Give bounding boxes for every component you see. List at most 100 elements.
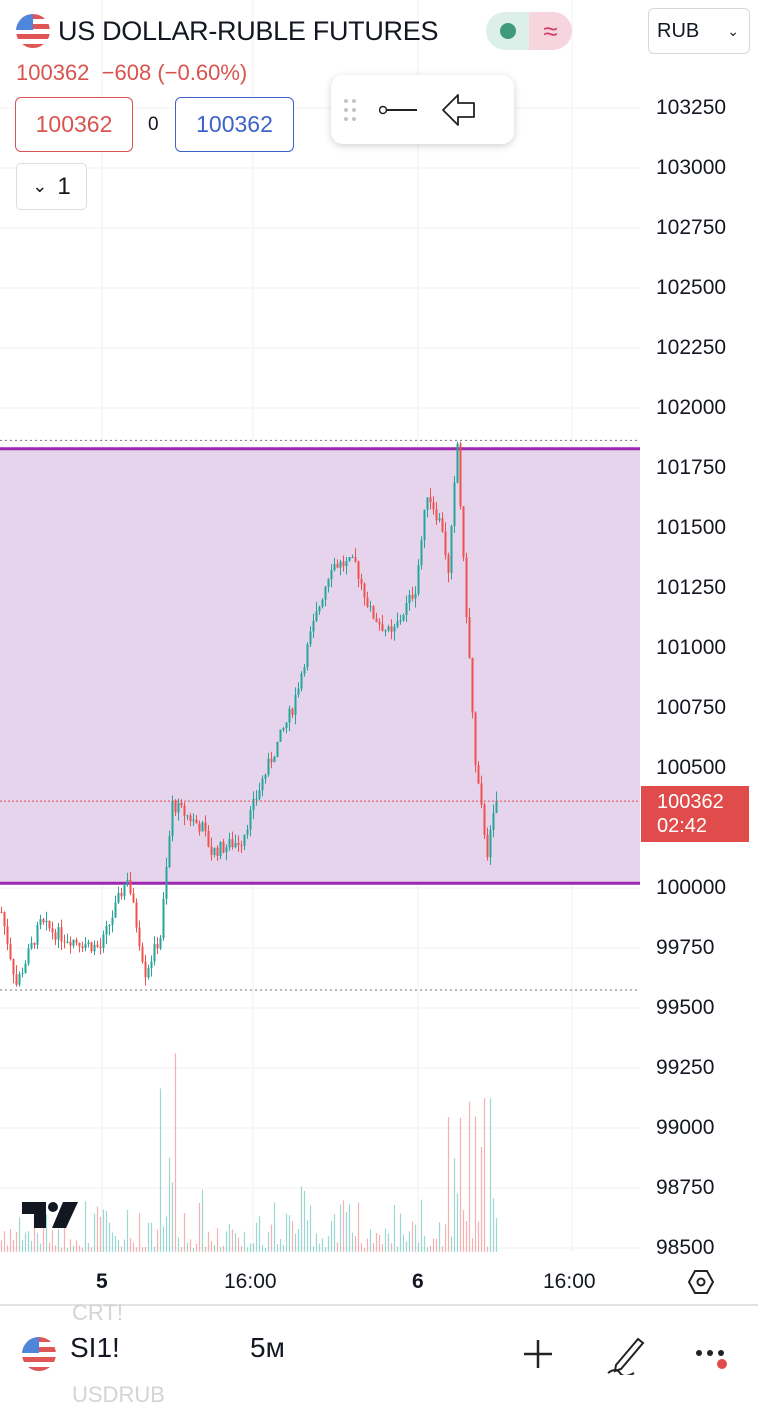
candle-body [135, 902, 138, 928]
more-icon[interactable] [694, 1345, 734, 1375]
symbol-header[interactable]: US DOLLAR-RUBLE FUTURES [16, 14, 438, 48]
candle-body [294, 694, 297, 715]
candle-body [444, 531, 447, 556]
candle-body [144, 961, 147, 978]
volume-bar [453, 1158, 456, 1252]
buy-button[interactable]: 100362 [175, 97, 294, 152]
volume-bar [234, 1233, 237, 1252]
sell-button[interactable]: 100362 [15, 97, 133, 152]
volume-bar [285, 1213, 288, 1252]
indicators-toggle[interactable]: ⌄ 1 [16, 163, 87, 210]
candle-body [174, 800, 177, 813]
price-axis-label: 100000 [656, 876, 727, 899]
volume-bar [339, 1204, 342, 1252]
drawing-toolbar[interactable] [331, 75, 514, 144]
volume-bar [18, 1217, 21, 1252]
price-chart[interactable] [0, 0, 758, 1260]
ghost-symbol: CRT! [72, 1300, 123, 1325]
price-axis-label: 101750 [656, 456, 727, 479]
symbol-button[interactable]: SI1! [70, 1332, 120, 1363]
candle-body [141, 946, 144, 962]
candle-body [258, 790, 261, 799]
volume-bar [435, 1238, 438, 1252]
price-axis-label: 99000 [656, 1116, 715, 1139]
volume-bar [72, 1245, 75, 1252]
volume-bar [174, 1053, 177, 1252]
candle-body [126, 879, 129, 884]
volume-bar [87, 1243, 90, 1252]
volume-bar [330, 1221, 333, 1252]
candle-body [138, 927, 141, 947]
price-axis-label: 98500 [656, 1236, 715, 1259]
candle-body [285, 722, 288, 729]
candle-body [87, 942, 90, 945]
candle-body [213, 847, 216, 855]
volume-bar [96, 1206, 99, 1252]
candle-body [150, 961, 153, 968]
candle-body [3, 912, 6, 927]
candle-body [384, 630, 387, 632]
candle-body [483, 804, 486, 835]
candle-body [486, 834, 489, 858]
volume-bar [222, 1245, 225, 1252]
market-open-icon [486, 12, 529, 50]
drag-handle-icon[interactable] [343, 97, 357, 123]
candle-body [57, 927, 60, 940]
volume-bar [132, 1242, 135, 1252]
volume-bar [444, 1224, 447, 1252]
us-flag-icon [22, 1337, 56, 1371]
candle-body [387, 626, 390, 631]
us-flag-icon [16, 14, 50, 48]
interval-button[interactable]: 5м [250, 1332, 285, 1363]
candle-body [246, 829, 249, 835]
volume-bar [21, 1239, 24, 1252]
volume-bar [66, 1247, 69, 1252]
volume-bar [180, 1247, 183, 1252]
volume-bar [483, 1098, 486, 1252]
plus-icon[interactable] [522, 1338, 554, 1370]
currency-select[interactable]: RUB ⌄ [648, 8, 750, 54]
time-label: 6 [412, 1270, 424, 1293]
candle-body [147, 967, 150, 978]
arrow-left-icon[interactable] [441, 92, 477, 128]
volume-bar [468, 1101, 471, 1252]
candle-body [93, 944, 96, 952]
volume-bar [420, 1199, 423, 1252]
volume-bar [399, 1213, 402, 1252]
volume-bar [57, 1228, 60, 1252]
volume-bar [216, 1228, 219, 1252]
candle-body [399, 620, 402, 622]
volume-bar [375, 1232, 378, 1252]
candle-body [45, 920, 48, 923]
candle-body [291, 708, 294, 715]
candle-body [372, 606, 375, 619]
volume-bar [264, 1247, 267, 1252]
volume-bar [381, 1244, 384, 1252]
chart-settings-icon[interactable] [687, 1268, 715, 1296]
volume-bar [348, 1204, 351, 1252]
volume-bar [288, 1215, 291, 1252]
candle-body [324, 586, 327, 600]
volume-bar [384, 1228, 387, 1252]
candle-body [231, 839, 234, 848]
volume-bar [204, 1246, 207, 1252]
volume-bar [45, 1214, 48, 1252]
pencil-icon[interactable] [606, 1333, 648, 1375]
volume-bar [252, 1243, 255, 1252]
candle-body [273, 757, 276, 763]
candle-body [243, 834, 246, 846]
candle-body [408, 594, 411, 603]
candle-body [72, 939, 75, 946]
market-status-pill[interactable]: ≈ [486, 12, 572, 50]
horizontal-ray-icon[interactable] [379, 100, 419, 120]
candle-body [261, 778, 264, 791]
volume-bar [273, 1202, 276, 1252]
volume-bar [396, 1246, 399, 1252]
candle-body [183, 805, 186, 816]
candle-body [69, 941, 72, 946]
candle-body [375, 618, 378, 623]
candle-body [276, 741, 279, 758]
volume-bar [360, 1243, 363, 1252]
candle-body [117, 892, 120, 903]
volume-bar [366, 1238, 369, 1252]
